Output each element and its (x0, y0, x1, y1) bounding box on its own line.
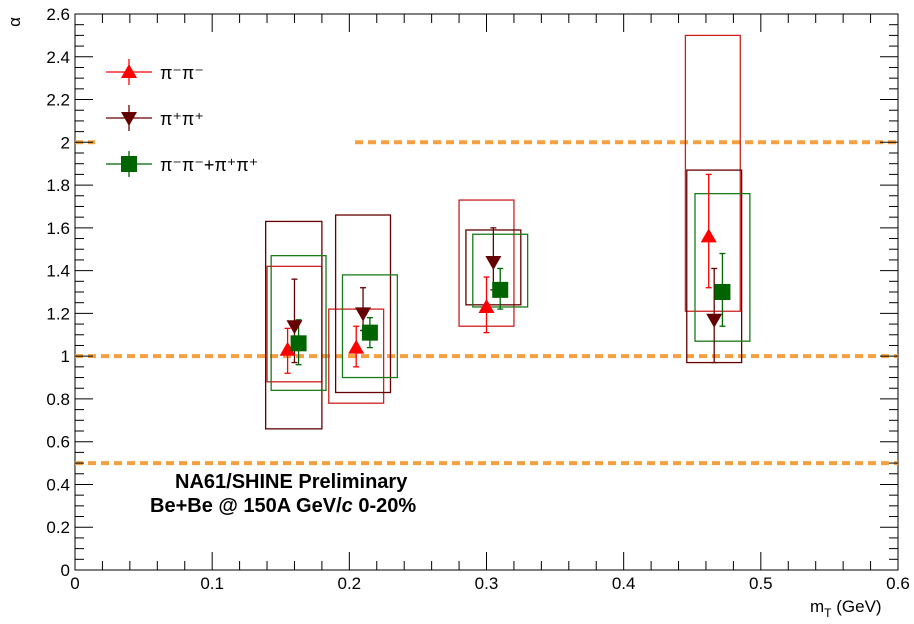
data-point-s1-p2 (485, 256, 502, 271)
legend: π⁻π⁻ π⁺π⁺ π⁻π⁻+π⁺π⁺ (106, 59, 258, 177)
sys-box-s0-p3 (684, 34, 741, 312)
x-axis-ticks: 0 0.1 0.2 0.3 0.4 0.5 0.6 (70, 14, 910, 593)
x-tick-label: 0.2 (338, 574, 362, 593)
y-tick-label: 2.6 (46, 5, 70, 24)
annotation-system: Be+Be @ 150A GeV/c 0-20% (150, 495, 416, 517)
y-tick-label: 0 (61, 561, 70, 580)
legend-marker-0 (121, 64, 137, 78)
y-tick-label: 2.4 (46, 48, 70, 67)
legend-marker-1 (121, 112, 137, 126)
y-tick-label: 1 (61, 347, 70, 366)
sys-box-s2-p0 (270, 254, 327, 392)
legend-marker-2 (121, 156, 137, 172)
data-point-s2-p0 (290, 335, 307, 352)
data-markers (279, 228, 731, 356)
x-axis-label: mT (GeV) (810, 597, 882, 620)
legend-label-1: π⁺π⁺ (160, 109, 204, 129)
data-point-s2-p2 (492, 281, 509, 298)
sys-box-s1-p1 (334, 214, 392, 394)
y-tick-label: 0.4 (46, 475, 70, 494)
data-point-s0-p1 (348, 339, 365, 354)
legend-label-2: π⁻π⁻+π⁺π⁺ (160, 155, 258, 175)
y-tick-label: 1.6 (46, 219, 70, 238)
y-tick-label: 1.8 (46, 176, 70, 195)
annotation-system-rest: 0-20% (353, 495, 417, 517)
annotation-system-italic: c (342, 495, 353, 517)
x-tick-label: 0.5 (749, 574, 773, 593)
x-tick-label: 0.3 (475, 574, 499, 593)
systematic-boxes (265, 34, 751, 430)
sys-box-s2-p1 (341, 274, 398, 379)
x-tick-label: 0.4 (612, 574, 636, 593)
y-tick-label: 0.2 (46, 518, 70, 537)
y-axis-label: α (5, 17, 24, 27)
x-axis-label-main: m (810, 597, 824, 616)
data-point-s0-p0 (279, 341, 296, 356)
y-tick-label: 2.2 (46, 91, 70, 110)
data-point-s2-p1 (361, 324, 378, 341)
y-tick-label: 0.8 (46, 390, 70, 409)
sys-box-s1-p0 (265, 220, 323, 430)
y-tick-label: 1.2 (46, 304, 70, 323)
y-axis-ticks: 0 0.2 0.4 0.6 0.8 1 1.2 1.4 1.6 1.8 2 2.2 2.4 2.6 (46, 5, 898, 580)
data-point-s1-p0 (286, 320, 303, 335)
x-axis-label-unit: (GeV) (832, 597, 882, 616)
x-axis-label-sub: T (824, 606, 832, 620)
data-point-s2-p3 (714, 284, 731, 300)
x-tick-label: 0 (70, 574, 79, 593)
data-point-s1-p3 (706, 313, 723, 328)
y-tick-label: 0.6 (46, 433, 70, 452)
annotation-system-part: Be+Be @ 150A GeV/ (150, 495, 342, 517)
x-tick-label: 0.1 (200, 574, 224, 593)
error-bars (284, 173, 726, 374)
data-point-s0-p2 (478, 298, 495, 313)
x-tick-label: 0.6 (886, 574, 910, 593)
data-point-s0-p3 (700, 228, 717, 243)
annotation-collaboration: NA61/SHINE Preliminary (175, 471, 408, 493)
y-tick-label: 2 (61, 133, 70, 152)
legend-label-0: π⁻π⁻ (160, 63, 204, 83)
data-point-s1-p1 (355, 307, 372, 322)
y-tick-label: 1.4 (46, 262, 70, 281)
sys-box-s2-p3 (694, 192, 751, 342)
